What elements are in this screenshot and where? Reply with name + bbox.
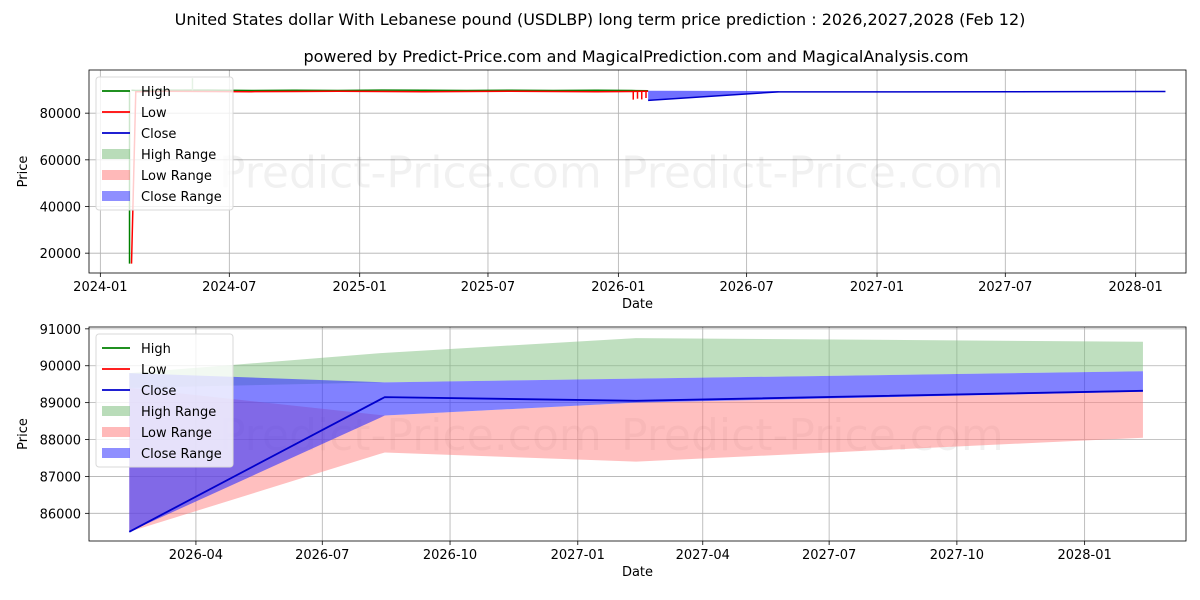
bottom-panel: 2026-04 2026-07 2026-10 2027-01 2027-04 2027-… <box>16 323 1187 580</box>
y-tick-label: 86000 <box>40 507 81 522</box>
legend-label-high: High <box>141 342 171 357</box>
legend-swatch-low-range <box>102 170 130 180</box>
y-tick-label: 60000 <box>40 154 81 169</box>
x-tick-label: 2024-01 <box>73 280 127 295</box>
legend-swatch-high-range <box>102 149 130 159</box>
x-tick-label: 2028-01 <box>1109 280 1163 295</box>
x-tick-label: 2026-01 <box>591 280 645 295</box>
x-tick-label: 2026-10 <box>423 548 477 563</box>
legend-label-low-range: Low Range <box>141 169 212 184</box>
close-range-band <box>129 371 1143 532</box>
y-tick-label: 91000 <box>40 323 81 338</box>
plot-area <box>128 338 1143 533</box>
x-axis-title: Date <box>622 297 653 312</box>
legend-swatch-high-range <box>102 406 130 416</box>
x-tick-label: 2027-07 <box>802 548 856 563</box>
legend-label-high: High <box>141 85 171 100</box>
x-axis-title: Date <box>622 565 653 580</box>
high-range-band <box>129 338 1143 388</box>
close-series-line <box>128 389 1143 533</box>
legend-label-close-range: Close Range <box>141 447 222 462</box>
y-tick-label: 90000 <box>40 360 81 375</box>
legend-swatch-close-range <box>102 191 130 201</box>
legend-box <box>95 76 234 211</box>
y-tick-label: 80000 <box>40 107 81 122</box>
y-axis-title: Price <box>16 418 31 450</box>
x-tick-label: 2026-07 <box>719 280 773 295</box>
legend-label-close: Close <box>141 384 176 399</box>
legend-label-close: Close <box>141 127 176 142</box>
y-tick-label: 89000 <box>40 397 81 412</box>
y-tick-label: 88000 <box>40 434 81 449</box>
x-tick-label: 2025-01 <box>333 280 387 295</box>
legend-swatch-close-range <box>102 448 130 458</box>
x-tick-label: 2026-07 <box>295 548 349 563</box>
legend-label-high-range: High Range <box>141 148 216 163</box>
x-tick-label: 2027-10 <box>930 548 984 563</box>
x-tick-label: 2024-07 <box>202 280 256 295</box>
legend-label-low-range: Low Range <box>141 426 212 441</box>
close-forecast-line <box>648 90 1166 102</box>
low-range-band <box>129 387 1143 532</box>
watermark-text: Predict-Price.com <box>219 148 602 199</box>
x-tick-label: 2026-04 <box>169 548 223 563</box>
legend-label-low: Low <box>141 363 167 378</box>
legend-swatch-low-range <box>102 427 130 437</box>
chart-title: United States dollar With Lebanese pound… <box>175 10 1026 29</box>
chart-subtitle: powered by Predict-Price.com and Magical… <box>303 47 968 66</box>
x-tick-label: 2027-01 <box>551 548 605 563</box>
y-tick-label: 87000 <box>40 470 81 485</box>
x-tick-label: 2027-04 <box>676 548 730 563</box>
watermark-text: Predict-Price.com <box>621 148 1004 199</box>
legend-label-low: Low <box>141 106 167 121</box>
axes-frame <box>88 69 1187 274</box>
legend-box <box>95 333 234 468</box>
top-panel: 2024-01 2024-07 2025-01 2025-07 2026-01 2026-… <box>16 69 1187 312</box>
y-tick-label: 40000 <box>40 201 81 216</box>
legend-label-high-range: High Range <box>141 405 216 420</box>
y-axis-title: Price <box>16 156 31 188</box>
x-tick-label: 2027-07 <box>978 280 1032 295</box>
legend-label-close-range: Close Range <box>141 190 222 205</box>
x-tick-label: 2028-01 <box>1057 548 1111 563</box>
axes-frame <box>88 326 1187 542</box>
y-tick-label: 20000 <box>40 247 81 262</box>
x-tick-label: 2025-07 <box>461 280 515 295</box>
x-tick-label: 2027-01 <box>850 280 904 295</box>
